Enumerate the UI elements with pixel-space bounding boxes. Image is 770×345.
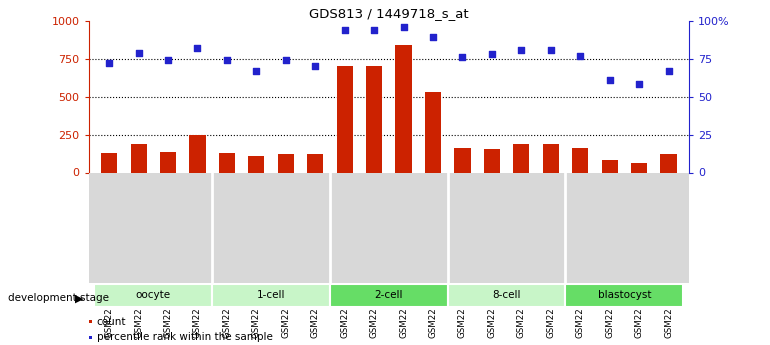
Bar: [366, 66, 382, 172]
Bar: [514, 145, 530, 172]
Bar: [213, 284, 330, 307]
Bar: [160, 152, 176, 172]
Bar: [95, 284, 213, 307]
Bar: [101, 153, 117, 172]
Bar: [454, 148, 470, 172]
Point: [191, 45, 203, 51]
Point: [604, 77, 616, 83]
Point: [221, 57, 233, 63]
Bar: [484, 149, 500, 172]
Text: count: count: [96, 317, 126, 326]
Text: oocyte: oocyte: [136, 290, 171, 300]
Point: [574, 53, 587, 58]
Bar: [601, 160, 618, 172]
Point: [103, 60, 116, 66]
Bar: [336, 66, 353, 172]
Bar: [130, 145, 147, 172]
Bar: [565, 284, 683, 307]
Point: [309, 63, 321, 69]
Point: [132, 50, 145, 55]
Point: [427, 34, 439, 40]
Text: 2-cell: 2-cell: [374, 290, 403, 300]
Point: [162, 57, 174, 63]
Text: blastocyst: blastocyst: [598, 290, 651, 300]
Point: [515, 47, 527, 52]
Title: GDS813 / 1449718_s_at: GDS813 / 1449718_s_at: [309, 7, 469, 20]
Text: 1-cell: 1-cell: [257, 290, 286, 300]
Point: [633, 82, 645, 87]
Bar: [330, 284, 447, 307]
Bar: [631, 162, 648, 172]
Point: [250, 68, 263, 73]
Bar: [278, 154, 294, 172]
Point: [368, 27, 380, 32]
Bar: [219, 153, 235, 172]
Bar: [447, 284, 565, 307]
Bar: [396, 45, 412, 172]
Bar: [425, 92, 441, 172]
Bar: [543, 145, 559, 172]
Text: percentile rank within the sample: percentile rank within the sample: [96, 333, 273, 342]
Bar: [248, 156, 264, 172]
Text: ▶: ▶: [75, 294, 83, 303]
Point: [457, 55, 469, 60]
Bar: [189, 135, 206, 172]
Text: 8-cell: 8-cell: [492, 290, 521, 300]
Point: [662, 68, 675, 73]
Bar: [661, 154, 677, 172]
Text: development stage: development stage: [8, 294, 109, 303]
Bar: [572, 148, 588, 172]
Point: [544, 47, 557, 52]
Bar: [307, 154, 323, 172]
Point: [486, 51, 498, 57]
Point: [397, 24, 410, 30]
Point: [339, 27, 351, 32]
Point: [280, 57, 292, 63]
